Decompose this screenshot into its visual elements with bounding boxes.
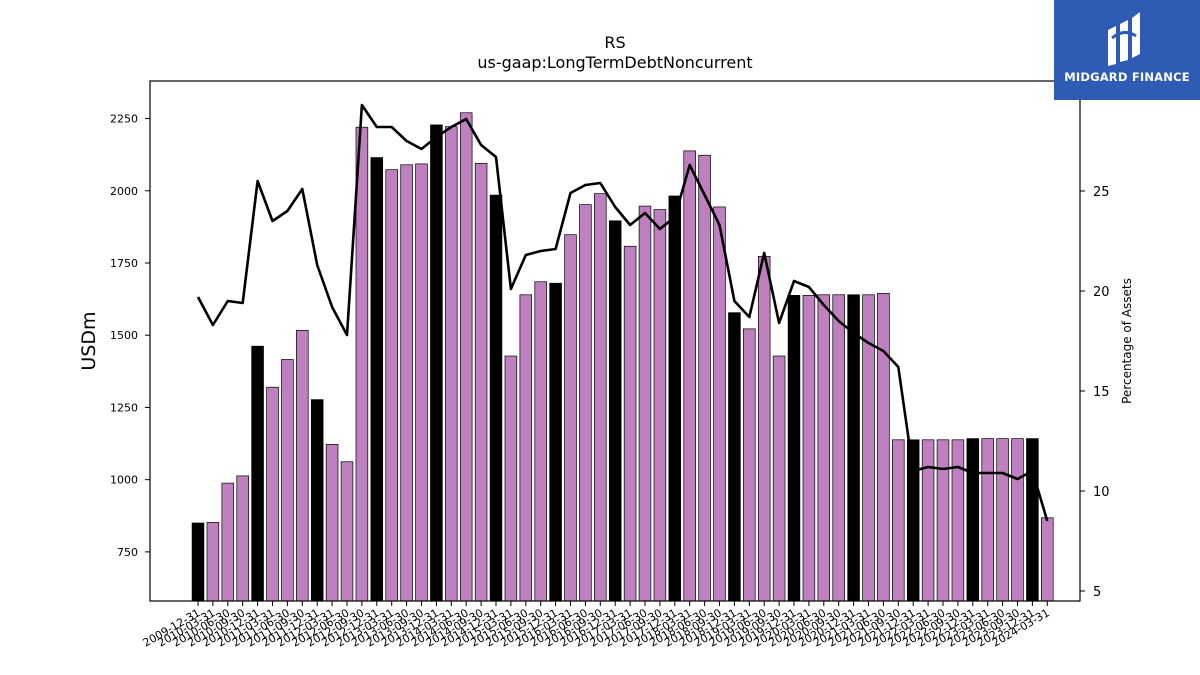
bar — [474, 162, 488, 602]
bar — [445, 126, 458, 602]
bar — [638, 205, 652, 602]
bar — [296, 329, 309, 602]
bar — [370, 157, 384, 602]
bar — [504, 355, 518, 602]
bar — [251, 345, 264, 602]
bar — [996, 438, 1009, 602]
bar — [430, 124, 443, 602]
bar — [668, 195, 682, 602]
bar — [1026, 438, 1039, 602]
bar — [400, 164, 413, 602]
bar — [772, 355, 786, 602]
bar — [459, 112, 473, 602]
bar — [877, 292, 890, 602]
bar — [787, 295, 801, 602]
bar — [340, 461, 354, 602]
y2-tick-label: 15 — [1093, 385, 1110, 400]
bar — [1041, 517, 1054, 602]
bar — [832, 294, 845, 602]
y-axis-label: USDm — [78, 311, 100, 370]
bar — [653, 209, 667, 602]
bar — [564, 234, 577, 602]
y-tick-label: 2000 — [110, 185, 138, 198]
bar — [519, 294, 533, 602]
y-tick-label: 1000 — [110, 474, 138, 487]
bar — [221, 482, 235, 602]
bar — [713, 206, 726, 602]
bar — [385, 169, 398, 602]
y-tick-label: 750 — [117, 546, 138, 559]
bar — [415, 163, 428, 602]
bar — [623, 245, 637, 602]
bar — [1011, 438, 1024, 602]
bar — [489, 194, 503, 602]
bar — [936, 439, 950, 602]
bar — [579, 204, 592, 602]
bar — [698, 154, 711, 602]
bar — [325, 444, 339, 602]
series-line — [196, 103, 1049, 522]
bar — [549, 282, 562, 602]
bar — [594, 193, 607, 602]
brand-name: MIDGARD FINANCE — [1064, 70, 1190, 84]
bar — [534, 281, 547, 602]
y2-axis-label: Percentage of Assets — [1120, 278, 1134, 404]
bar — [191, 522, 205, 602]
y2-tick-label: 10 — [1093, 485, 1110, 500]
chart-subtitle: us-gaap:LongTermDebtNoncurrent — [477, 53, 752, 72]
chart-title: RS — [604, 33, 625, 52]
y-tick-label: 1500 — [110, 329, 138, 342]
bar — [817, 294, 831, 602]
bar — [847, 294, 860, 602]
y2-tick-label: 25 — [1093, 185, 1110, 200]
y2-tick-label: 20 — [1093, 285, 1110, 300]
bar — [802, 295, 816, 602]
y-tick-label: 2250 — [110, 113, 138, 126]
bar — [892, 439, 905, 602]
bar — [743, 328, 756, 602]
y2-tick-label: 5 — [1093, 585, 1101, 600]
bar — [266, 386, 279, 602]
bar — [608, 220, 622, 602]
bar — [757, 256, 771, 602]
bars-group — [191, 112, 1054, 602]
bar — [206, 522, 220, 602]
bar — [310, 399, 324, 602]
axes-group: 7501000125015001750200022505101520252009… — [110, 80, 1110, 650]
bar — [683, 150, 696, 602]
bar — [951, 439, 965, 602]
bar — [966, 438, 980, 602]
y-tick-label: 1750 — [110, 257, 138, 270]
bar — [728, 312, 741, 602]
bar — [281, 359, 294, 602]
line-group — [196, 103, 1049, 522]
bar — [921, 439, 935, 602]
bar — [355, 126, 369, 602]
midgard-logo-icon — [1108, 12, 1140, 66]
y-tick-label: 1250 — [110, 401, 138, 414]
bar — [981, 438, 994, 602]
bar — [236, 475, 249, 602]
brand-logo: MIDGARD FINANCE — [1054, 0, 1200, 100]
